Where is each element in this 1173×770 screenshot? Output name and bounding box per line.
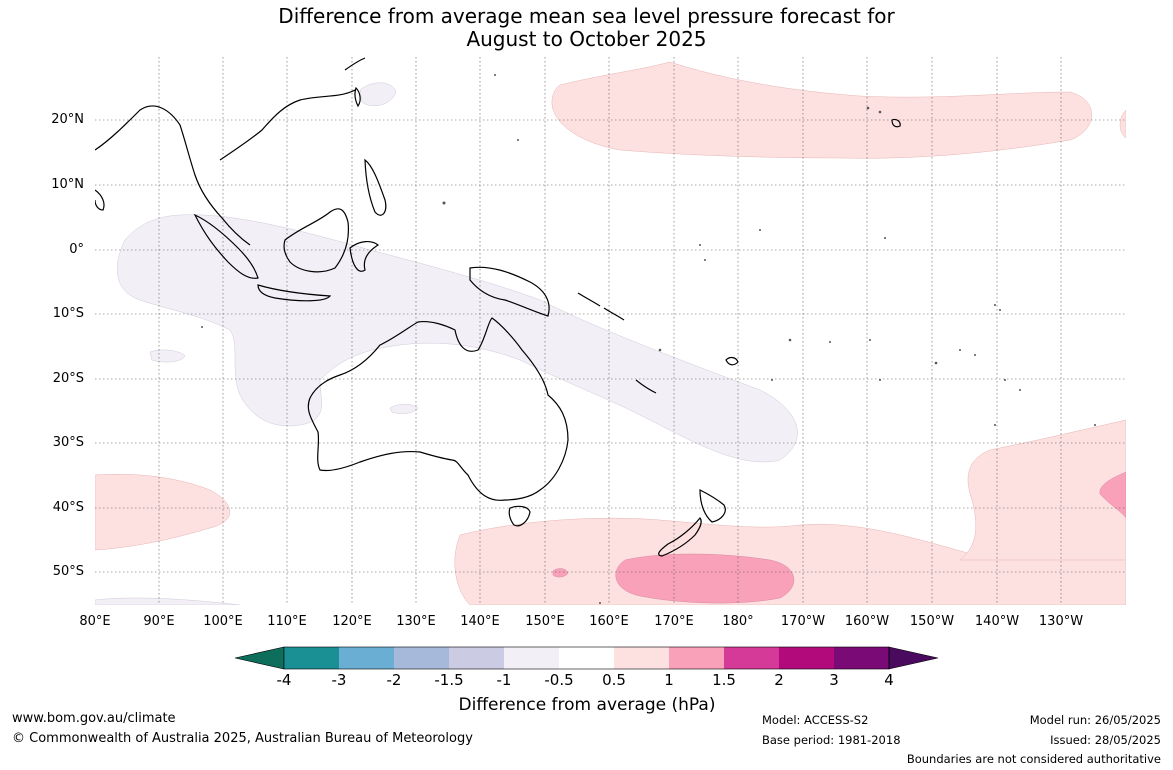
lon-label: 80°E <box>79 614 111 629</box>
footer-base-period: Base period: 1981-2018 <box>762 733 901 747</box>
colorbar-tick: -0.5 <box>544 671 574 689</box>
australia-coastline <box>307 317 569 501</box>
colorbar-tick: 3 <box>829 671 839 689</box>
lon-label: 140°E <box>460 614 500 629</box>
footer-model-run: Model run: 26/05/2025 <box>1029 713 1161 727</box>
colorbar-tick: 4 <box>884 671 894 689</box>
colorbar-swatch <box>669 647 724 669</box>
footer-disclaimer: Boundaries are not considered authoritat… <box>906 752 1161 766</box>
graticule <box>95 57 1126 605</box>
lon-label: 180° <box>722 614 754 629</box>
positive-anomaly-region <box>551 61 1092 159</box>
new-guinea-coastline <box>469 266 550 317</box>
strong-positive-anomaly-region <box>1099 471 1126 519</box>
lat-label: 20°N <box>51 112 84 127</box>
anomaly-layer <box>95 61 1126 605</box>
lon-label: 160°W <box>844 614 890 629</box>
colorbar-tick: 0.5 <box>602 671 626 689</box>
lat-label: 10°S <box>52 306 84 321</box>
lat-label: 50°S <box>52 564 84 579</box>
negative-anomaly-patch <box>359 82 397 107</box>
lon-label: 150°E <box>525 614 565 629</box>
colorbar-tick: -1.5 <box>434 671 464 689</box>
small-islands <box>201 74 1096 604</box>
taiwan-coastline <box>354 86 361 108</box>
positive-anomaly-region <box>1119 109 1126 139</box>
colorbar-tick: -1 <box>496 671 512 689</box>
colorbar-tick: -2 <box>386 671 402 689</box>
negative-anomaly-patch <box>389 404 419 414</box>
lat-label: 20°S <box>52 371 84 386</box>
lat-label: 10°N <box>51 177 84 192</box>
lon-label: 170°E <box>654 614 694 629</box>
colorbar-tick: 2 <box>774 671 784 689</box>
new-zealand-south-coastline <box>658 517 702 557</box>
positive-anomaly-region <box>95 473 231 551</box>
footer-url[interactable]: www.bom.gov.au/climate <box>12 711 176 726</box>
colorbar-tick: 1.5 <box>712 671 736 689</box>
negative-anomaly-patch <box>95 597 241 605</box>
lon-label: 90°E <box>143 614 175 629</box>
colorbar-swatch <box>504 647 559 669</box>
lat-label: 0° <box>69 242 84 257</box>
colorbar <box>234 646 939 670</box>
sri-lanka-coastline <box>95 189 105 211</box>
lon-label: 110°E <box>267 614 307 629</box>
colorbar-swatch <box>724 647 779 669</box>
lon-label: 100°E <box>203 614 243 629</box>
se-asia-coastline <box>95 89 356 246</box>
lon-label: 150°W <box>909 614 955 629</box>
japan-coastline <box>344 57 366 71</box>
sumatra-coastline <box>193 213 259 279</box>
new-caledonia-coastline <box>635 379 657 394</box>
lat-label: 30°S <box>52 435 84 450</box>
colorbar-tick: -4 <box>276 671 292 689</box>
borneo-coastline <box>283 208 350 273</box>
footer-model: Model: ACCESS-S2 <box>762 713 869 727</box>
map-title-line-1: Difference from average mean sea level p… <box>278 4 895 28</box>
map-title-line-2: August to October 2025 <box>466 27 707 51</box>
colorbar-swatch <box>394 647 449 669</box>
colorbar-swatch <box>339 647 394 669</box>
fiji-coastline <box>725 356 739 366</box>
strong-positive-anomaly-region <box>615 553 795 604</box>
java-coastline <box>257 284 332 302</box>
colorbar-high-extension <box>888 646 939 670</box>
philippines-coastline <box>364 158 387 216</box>
colorbar-swatch <box>614 647 669 669</box>
lon-label: 130°E <box>396 614 436 629</box>
colorbar-swatch <box>779 647 834 669</box>
coastlines <box>95 57 901 557</box>
footer-issued: Issued: 28/05/2025 <box>1050 733 1161 747</box>
sulawesi-coastline <box>349 241 380 272</box>
lon-label: 130°W <box>1038 614 1084 629</box>
colorbar-tick: -3 <box>331 671 347 689</box>
positive-anomaly-region <box>959 419 1126 561</box>
lat-label: 40°S <box>52 500 84 515</box>
solomon-islands-coastline <box>577 292 625 321</box>
colorbar-tick: 1 <box>664 671 674 689</box>
footer-copyright: © Commonwealth of Australia 2025, Austra… <box>12 731 473 746</box>
tasmania-coastline <box>508 505 531 527</box>
hawaii-coastline <box>891 118 901 128</box>
new-zealand-north-coastline <box>699 489 726 523</box>
colorbar-low-extension <box>234 646 285 670</box>
colorbar-swatch <box>834 647 889 669</box>
lon-label: 160°E <box>589 614 629 629</box>
colorbar-swatch <box>284 647 339 669</box>
colorbar-title: Difference from average (hPa) <box>458 695 716 715</box>
lon-label: 140°W <box>974 614 1020 629</box>
strong-positive-anomaly-patch <box>552 568 569 578</box>
negative-anomaly-patch <box>149 349 186 363</box>
colorbar-swatch <box>559 647 614 669</box>
lon-label: 170°W <box>780 614 826 629</box>
lon-label: 120°E <box>332 614 372 629</box>
colorbar-swatch <box>449 647 504 669</box>
